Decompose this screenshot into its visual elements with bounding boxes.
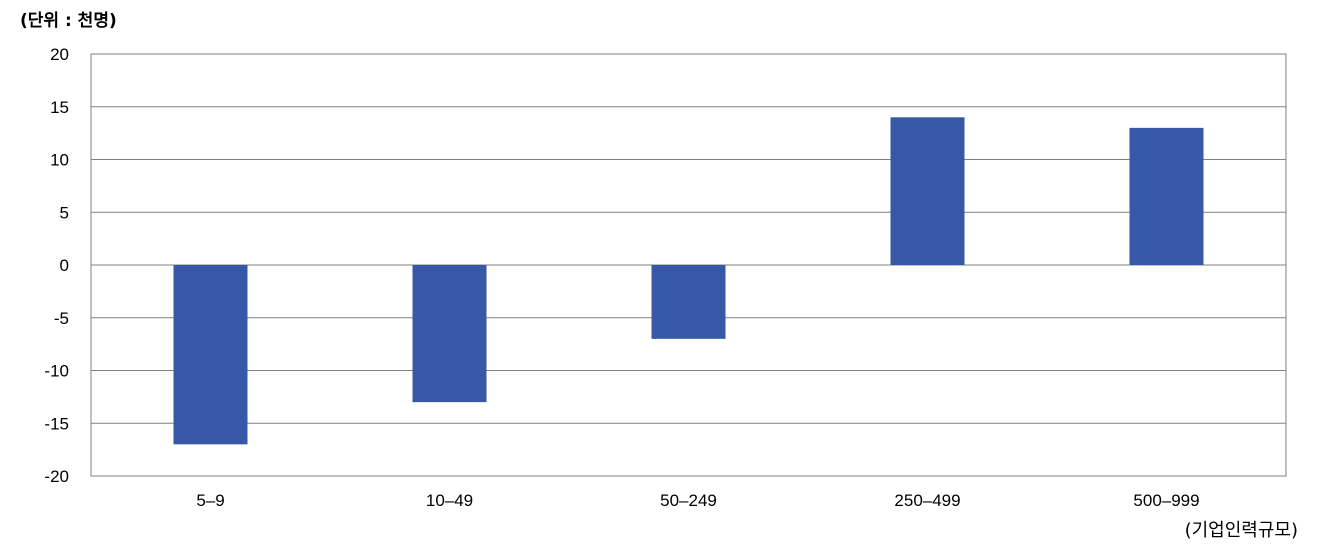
y-tick-label: 15 <box>50 98 69 117</box>
y-tick-label: -5 <box>54 309 69 328</box>
x-tick-label: 250–499 <box>894 491 960 510</box>
x-tick-label: 500–999 <box>1133 491 1199 510</box>
y-tick-label: 10 <box>50 151 69 170</box>
bar <box>651 265 726 339</box>
bar <box>412 265 487 403</box>
y-tick-label: 5 <box>60 203 69 222</box>
y-tick-label: -20 <box>44 467 69 486</box>
unit-label: (단위 : 천명) <box>20 11 117 31</box>
x-axis-title: (기업인력규모) <box>1184 520 1298 541</box>
y-tick-label: -15 <box>44 414 69 433</box>
y-tick-label: -10 <box>44 362 69 381</box>
x-tick-label: 10–49 <box>426 491 473 510</box>
x-tick-label: 50–249 <box>660 491 717 510</box>
bar <box>173 265 248 445</box>
bar <box>890 117 965 265</box>
y-tick-label: 20 <box>50 45 69 64</box>
y-tick-label: 0 <box>60 256 69 275</box>
plot-border <box>90 53 1287 477</box>
bar <box>1129 127 1204 265</box>
x-tick-label: 5–9 <box>196 491 224 510</box>
